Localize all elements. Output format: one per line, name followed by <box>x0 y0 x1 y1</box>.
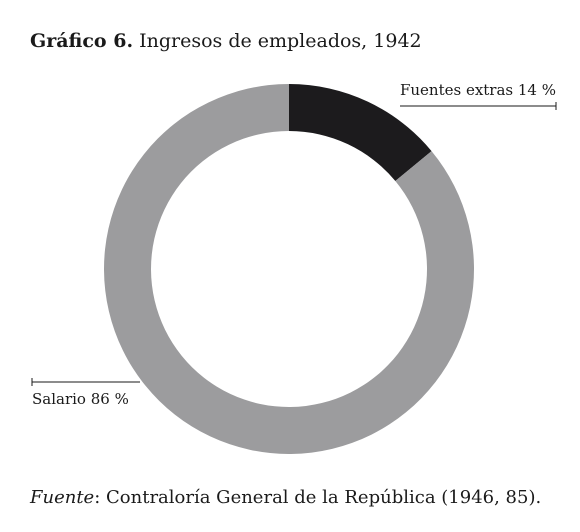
label-salario: Salario 86 % <box>32 390 129 408</box>
slice-fuentes-extras <box>289 84 432 182</box>
chart-title-lead: Gráfico 6. <box>30 30 134 52</box>
label-fuentes-extras: Fuentes extras 14 % <box>400 81 556 99</box>
chart-title: Gráfico 6. Ingresos de empleados, 1942 <box>30 30 422 52</box>
chart-source: Fuente: Contraloría General de la Repúbl… <box>30 487 541 508</box>
source-text: : Contraloría General de la República (1… <box>94 487 542 508</box>
chart-title-text: Ingresos de empleados, 1942 <box>133 30 422 52</box>
source-lead: Fuente <box>30 487 95 508</box>
